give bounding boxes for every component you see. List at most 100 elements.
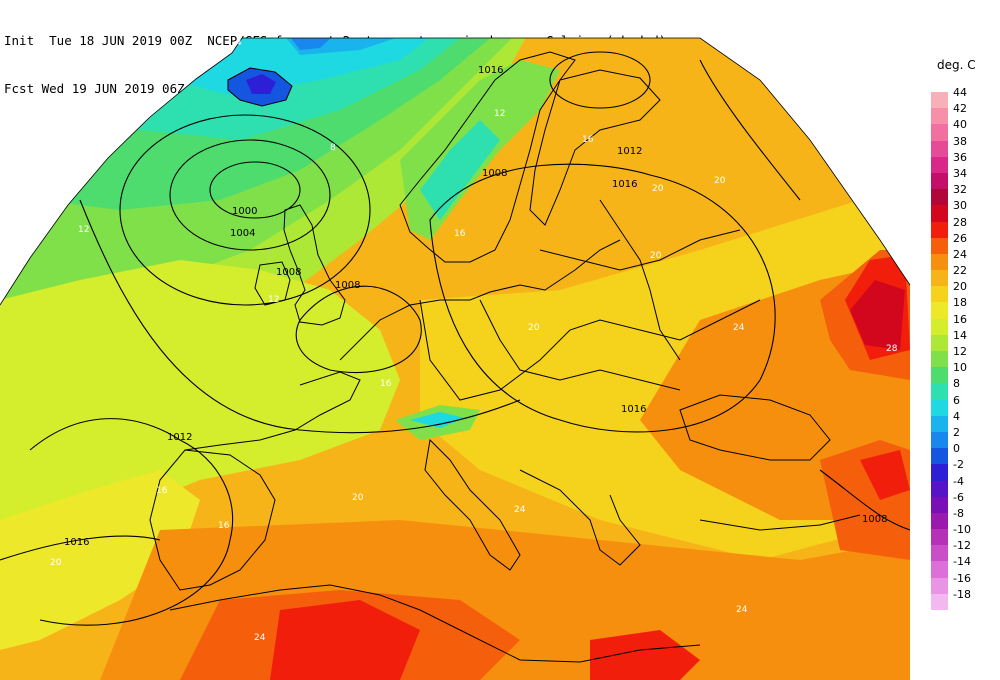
temperature-label: 20: [714, 176, 726, 186]
legend-label: 12: [953, 345, 967, 358]
legend-row: 24: [931, 248, 991, 271]
legend-row: -18: [931, 588, 991, 610]
legend-swatch: [931, 577, 948, 594]
legend-swatch: [931, 221, 948, 238]
legend-label: -4: [953, 474, 964, 488]
temperature-label: 12: [494, 109, 505, 119]
pressure-label: 1008: [862, 514, 887, 525]
legend-row: 14: [931, 329, 991, 351]
legend-label: 42: [953, 102, 967, 116]
legend-row: -12: [931, 539, 991, 562]
pressure-label: 1012: [167, 432, 192, 443]
temperature-label: 20: [650, 251, 662, 261]
legend-label: 32: [953, 183, 967, 197]
temperature-label: 24: [254, 633, 266, 643]
legend-row: -10: [931, 523, 991, 546]
legend-unit: deg. C: [937, 58, 976, 72]
pressure-label: 1004: [230, 228, 255, 239]
legend-label: 18: [953, 296, 967, 310]
color-legend: 44 42 40 38 36 34 32 30 28 26 24 22 20 18 16 14 12 10 8 6 4 2…: [931, 86, 991, 610]
temperature-label: 16: [156, 486, 168, 496]
legend-row: 2: [931, 426, 991, 449]
legend-swatch: [931, 399, 948, 416]
pressure-label: 1000: [232, 206, 257, 217]
legend-label: 24: [953, 247, 967, 261]
legend-swatch: [931, 140, 948, 157]
legend-label: 0: [953, 442, 960, 456]
legend-row: 12: [931, 345, 991, 368]
coastlines-and-borders: [149, 51, 861, 663]
legend-row: 20: [931, 280, 991, 303]
legend-row: 0: [931, 442, 991, 465]
legend-swatch: [931, 172, 948, 190]
pressure-label: 1016: [64, 537, 89, 548]
legend-row: 28: [931, 216, 991, 238]
temperature-label: 20: [528, 323, 540, 333]
legend-row: 34: [931, 167, 991, 190]
isobars: [0, 51, 910, 626]
pressure-labels: 1000 1004 1008 1008 1012 1016 1008 1012 …: [64, 65, 887, 548]
legend-row: -8: [931, 507, 991, 530]
legend-swatch: [931, 205, 948, 222]
legend-label: -16: [953, 571, 971, 585]
legend-swatch: [931, 253, 948, 271]
temperature-label: 24: [514, 505, 526, 515]
weather-map: 1000 1004 1008 1008 1012 1016 1008 1012 …: [0, 37, 911, 680]
legend-label: -14: [953, 555, 971, 569]
legend-swatch: [931, 383, 948, 400]
legend-swatch: [931, 496, 948, 513]
legend-swatch: [931, 124, 948, 141]
legend-label: 20: [953, 280, 967, 294]
temperature-label: 12: [78, 225, 89, 235]
legend-label: 14: [953, 328, 967, 342]
legend-label: -10: [953, 523, 971, 537]
legend-row: -2: [931, 458, 991, 481]
legend-swatch: [931, 367, 948, 384]
temperature-label: 28: [886, 344, 898, 354]
temperature-label: 24: [733, 323, 745, 333]
pressure-label: 1008: [482, 168, 507, 179]
legend-swatch: [931, 448, 948, 465]
legend-label: 38: [953, 134, 967, 148]
legend-row: 40: [931, 118, 991, 141]
legend-label: -2: [953, 458, 964, 472]
legend-label: -8: [953, 506, 964, 520]
legend-swatch: [931, 286, 948, 303]
legend-swatch: [931, 108, 948, 125]
legend-label: 28: [953, 215, 967, 229]
pressure-label: 1016: [621, 404, 646, 415]
legend-row: 36: [931, 151, 991, 173]
legend-row: -4: [931, 475, 991, 497]
legend-swatch: [931, 512, 948, 530]
legend-label: 36: [953, 150, 967, 164]
legend-label: 22: [953, 264, 967, 278]
temperature-label: 8: [330, 143, 336, 153]
pressure-label: 1008: [276, 267, 301, 278]
temperature-label: 24: [736, 605, 748, 615]
legend-swatch: [931, 561, 948, 578]
pressure-label: 1016: [612, 179, 637, 190]
legend-swatch: [931, 593, 948, 610]
legend-label: 10: [953, 361, 967, 375]
legend-row: 18: [931, 296, 991, 319]
legend-label: -18: [953, 587, 971, 601]
legend-label: 30: [953, 199, 967, 213]
legend-row: 22: [931, 264, 991, 287]
legend-swatch: [931, 415, 948, 432]
legend-swatch: [931, 189, 948, 206]
legend-swatch: [931, 334, 948, 351]
temperature-contour-labels: 4 8 12 16 20 24 12 16 20 24 28 20 16 20 …: [50, 38, 898, 643]
domain-outline: [0, 37, 911, 306]
temperature-label: 16: [582, 135, 594, 145]
legend-label: 6: [953, 393, 960, 407]
legend-label: 4: [953, 409, 960, 423]
legend-row: 26: [931, 232, 991, 254]
legend-swatch: [931, 302, 948, 319]
legend-row: -14: [931, 555, 991, 578]
legend-swatch: [931, 270, 948, 287]
legend-swatch: [931, 92, 948, 109]
legend-row: 42: [931, 102, 991, 125]
legend-row: 44: [931, 86, 991, 109]
legend-swatch: [931, 464, 948, 481]
temperature-label: 16: [218, 521, 230, 531]
